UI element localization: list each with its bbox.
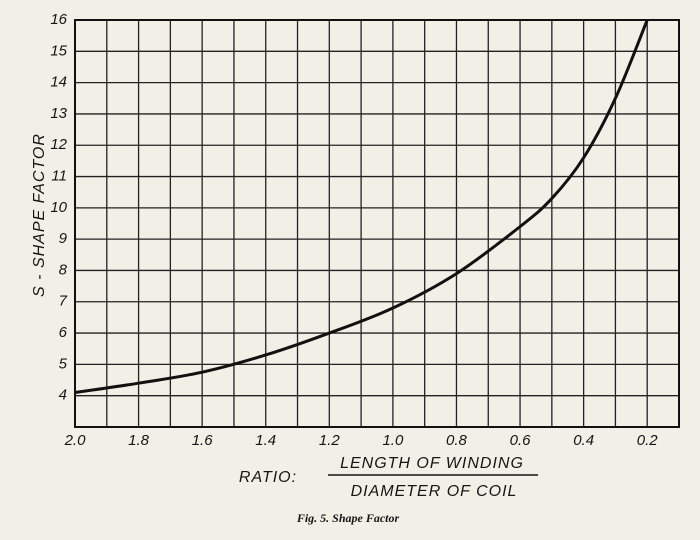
- x-tick-label: 1.2: [319, 432, 341, 449]
- y-tick-label: 5: [59, 355, 68, 372]
- y-tick-label: 9: [59, 230, 68, 247]
- caption: Fig. 5. Shape Factor: [296, 511, 400, 525]
- y-tick-label: 12: [50, 136, 67, 153]
- x-axis-label-prefix: RATIO:: [239, 469, 297, 486]
- y-tick-label: 4: [59, 387, 67, 404]
- x-tick-label: 2.0: [64, 432, 87, 449]
- x-tick-label: 0.2: [637, 432, 659, 449]
- x-tick-label: 1.0: [382, 432, 404, 449]
- x-tick-label: 1.4: [255, 432, 276, 449]
- y-tick-label: 13: [50, 105, 67, 122]
- x-axis-label-numerator: LENGTH OF WINDING: [340, 455, 524, 472]
- x-axis-label-denominator: DIAMETER OF COIL: [351, 483, 518, 500]
- y-tick-label: 7: [59, 293, 68, 310]
- plot-border: [74, 19, 680, 428]
- x-tick-label: 0.8: [446, 432, 468, 449]
- y-axis-label: S - SHAPE FACTOR: [31, 133, 48, 297]
- curve: [74, 19, 649, 395]
- y-tick-label: 10: [50, 199, 67, 216]
- x-tick-label: 0.4: [573, 432, 594, 449]
- y-tick-label: 16: [50, 11, 67, 28]
- x-tick-label: 1.6: [192, 432, 214, 449]
- x-tick-label: 1.8: [128, 432, 150, 449]
- x-tick-label: 0.6: [510, 432, 532, 449]
- y-tick-label: 8: [59, 261, 68, 278]
- y-tick-label: 15: [50, 42, 67, 59]
- y-tick-label: 14: [50, 74, 67, 91]
- y-tick-label: 6: [59, 324, 68, 341]
- y-tick-label: 11: [51, 168, 67, 185]
